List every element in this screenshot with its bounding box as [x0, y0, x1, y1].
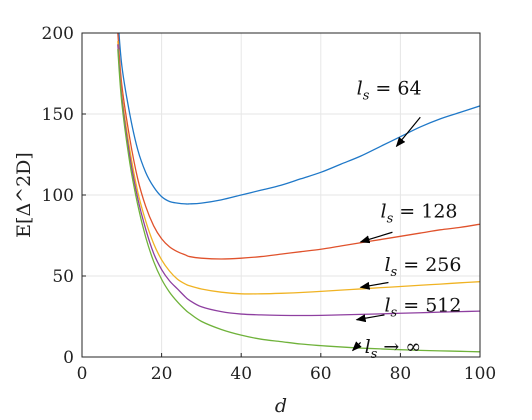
ticks: 0 20 40 60 80 100 0 50 100 150 200: [42, 24, 497, 384]
annotation-label-4: ls → ∞: [365, 336, 422, 362]
y-tick-label: 100: [42, 186, 74, 206]
x-tick-label: 100: [464, 364, 496, 384]
annotation-label-2: ls = 256: [384, 254, 461, 280]
x-tick-label: 20: [151, 364, 173, 384]
annotation-label-3: ls = 512: [384, 295, 461, 321]
y-tick-label: 200: [42, 24, 74, 44]
x-tick-label: 40: [230, 364, 252, 384]
y-axis-label: E[Δ^2D]: [13, 152, 35, 238]
x-tick-label: 0: [77, 364, 88, 384]
series-line-3: [117, 44, 480, 317]
series-line-4: [117, 49, 480, 353]
annotation-arrow-1: [359, 231, 393, 244]
x-tick-label: 80: [390, 364, 412, 384]
x-tick-label: 60: [310, 364, 332, 384]
series-line-1: [117, 33, 480, 260]
annotation-arrow-3: [355, 314, 385, 323]
annotation-arrow-0: [395, 116, 421, 148]
y-tick-label: 150: [42, 105, 74, 125]
annotation-label-0: ls = 64: [357, 78, 422, 104]
annotation-arrow-4: [351, 341, 362, 352]
x-axis-label: d: [275, 395, 287, 417]
y-tick-label: 50: [52, 267, 74, 287]
annotations: ls = 64 ls = 128 ls = 256 ls = 512 ls → ∞: [351, 78, 461, 362]
annotation-label-1: ls = 128: [381, 201, 458, 227]
annotation-arrow-2: [359, 281, 389, 290]
y-tick-label: 0: [63, 348, 74, 368]
series-line-2: [117, 41, 480, 295]
